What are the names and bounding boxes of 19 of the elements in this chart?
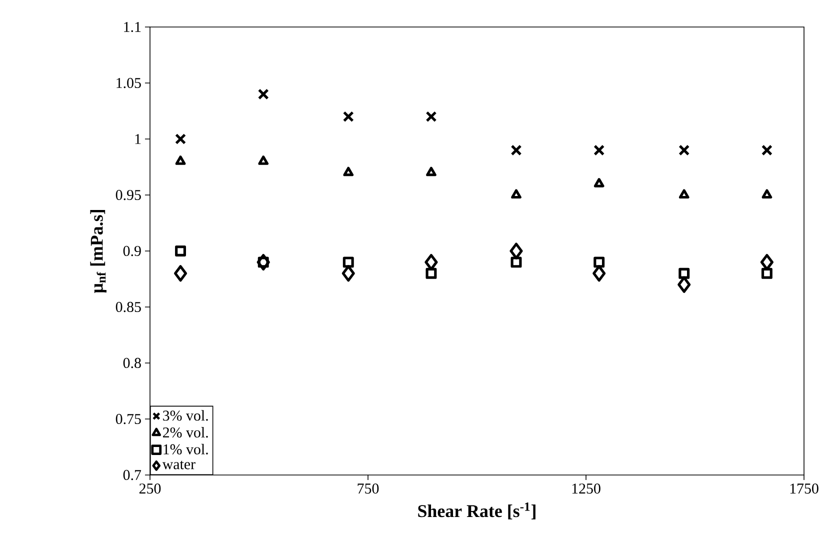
y-tick-label: 0.95	[116, 190, 141, 200]
y-tick-label: 0.8	[123, 358, 141, 368]
y-tick-label: 0.7	[123, 470, 142, 480]
x-tick-label: 1750	[790, 484, 818, 494]
legend-label: 2% vol.	[163, 427, 208, 438]
y-tick-label: 0.85	[116, 302, 141, 312]
y-tick-label: 0.75	[116, 414, 141, 424]
x-tick-label: 1250	[572, 484, 600, 494]
y-tick-label: 0.9	[123, 246, 141, 256]
y-tick-label: 1	[135, 134, 141, 144]
y-tick-label: 1.1	[124, 22, 141, 32]
x-axis-title: Shear Rate [s$^{-1}$]	[418, 502, 536, 520]
y-tick-label: 1.05	[116, 78, 141, 88]
y-axis-title: μ$_{nf}$ [mPa.s]	[90, 210, 106, 294]
x-tick-label: 250	[139, 484, 161, 494]
legend-label: 1% vol.	[164, 444, 208, 454]
legend-label: 3% vol.	[163, 410, 208, 421]
x-tick-label: 750	[358, 484, 379, 494]
legend-label: water	[162, 460, 196, 470]
